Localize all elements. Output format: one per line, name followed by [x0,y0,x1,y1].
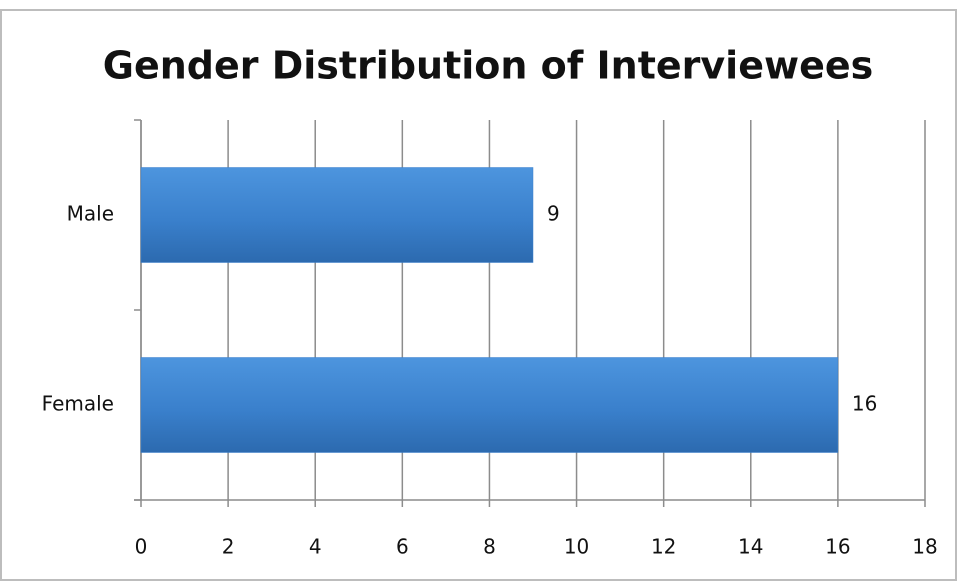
x-tick-label: 6 [396,535,409,559]
bar [140,357,839,453]
chart-title: Gender Distribution of Interviewees [103,44,873,88]
y-tick-label: Male [67,202,114,226]
data-label: 16 [852,392,877,416]
x-tick-label: 8 [483,535,496,559]
x-tick-label: 12 [651,535,676,559]
bar [140,167,534,263]
x-tick-label: 16 [825,535,850,559]
x-tick-label: 10 [564,535,589,559]
data-label: 9 [547,202,560,226]
x-tick-label: 4 [309,535,322,559]
x-tick-label: 2 [222,535,235,559]
x-tick-label: 14 [738,535,763,559]
chart-frame [0,9,957,581]
y-tick-label: Female [42,392,114,416]
x-tick-label: 18 [912,535,937,559]
x-tick-label: 0 [135,535,148,559]
